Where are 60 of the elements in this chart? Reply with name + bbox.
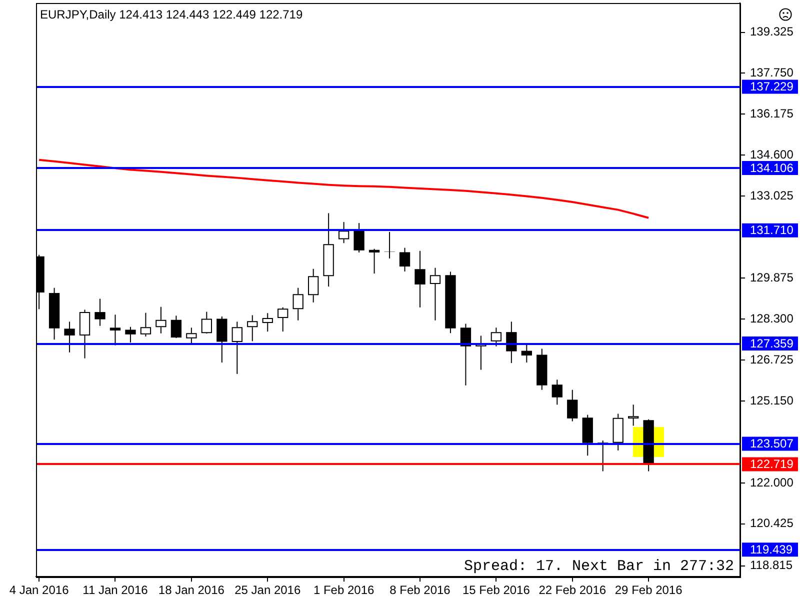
candlestick bbox=[156, 306, 166, 334]
candlestick bbox=[506, 321, 517, 364]
candlestick bbox=[567, 389, 578, 422]
y-tick-label: 137.750 bbox=[750, 66, 794, 80]
y-tick-label: 118.815 bbox=[750, 558, 793, 572]
candlestick bbox=[278, 306, 288, 332]
candlestick bbox=[232, 321, 242, 374]
ref-line-label: 127.359 bbox=[750, 336, 794, 350]
y-tick-label: 129.875 bbox=[750, 270, 794, 284]
candlestick bbox=[414, 250, 426, 308]
annotation: Spread: 17. Next Bar in 277:32 bbox=[464, 558, 734, 576]
candlestick bbox=[262, 312, 273, 332]
candlestick bbox=[368, 248, 380, 274]
candlestick bbox=[140, 312, 152, 337]
candlestick bbox=[216, 316, 228, 364]
y-tick-label: 134.600 bbox=[750, 147, 794, 162]
y-tick-label: 120.425 bbox=[750, 516, 794, 530]
candlestick bbox=[110, 314, 121, 346]
candlestick bbox=[79, 309, 90, 359]
candlestick bbox=[292, 287, 304, 321]
candlestick bbox=[552, 379, 562, 406]
x-tick-label: 8 Feb 2016 bbox=[390, 583, 451, 598]
ref-line-label: 137.229 bbox=[750, 80, 794, 94]
candlestick bbox=[247, 314, 258, 342]
candlestick bbox=[186, 327, 197, 346]
candlestick bbox=[338, 222, 350, 244]
x-tick-label: 29 Feb 2016 bbox=[614, 583, 683, 598]
candlestick bbox=[125, 326, 136, 343]
y-tick-label: 139.325 bbox=[750, 24, 794, 39]
y-tick-label: 128.300 bbox=[750, 311, 794, 326]
y-tick-label: 126.725 bbox=[750, 352, 794, 366]
x-tick-label: 18 Jan 2016 bbox=[158, 583, 225, 598]
x-tick-label: 1 Feb 2016 bbox=[313, 583, 374, 598]
y-tick-label: 133.025 bbox=[750, 188, 794, 202]
y-tick-label: 136.175 bbox=[750, 106, 794, 121]
x-tick-label: 11 Jan 2016 bbox=[82, 583, 148, 598]
ref-line-label: 119.439 bbox=[750, 542, 793, 556]
candlestick bbox=[384, 231, 395, 259]
ref-line-label: 123.507 bbox=[750, 436, 794, 451]
candlestick bbox=[308, 268, 319, 303]
ref-line-label: 134.106 bbox=[750, 160, 794, 175]
candlestick bbox=[354, 222, 364, 253]
candlestick bbox=[628, 404, 639, 426]
x-tick-label: 25 Jan 2016 bbox=[234, 583, 301, 598]
x-tick-label: 4 Jan 2016 bbox=[9, 583, 70, 598]
candlestick bbox=[399, 247, 410, 272]
ref-line-label: 131.710 bbox=[750, 223, 794, 238]
y-tick-label: 125.150 bbox=[750, 393, 794, 408]
candlestick bbox=[94, 298, 106, 326]
candlestick bbox=[521, 343, 532, 364]
candlestick bbox=[170, 315, 182, 339]
chart-title: EURJPY,Daily 124.413 124.443 122.449 122.719 bbox=[40, 7, 303, 22]
candlestick bbox=[490, 327, 502, 347]
candlestick bbox=[64, 321, 75, 353]
x-tick-label: 22 Feb 2016 bbox=[538, 583, 606, 598]
ref-line-label: 122.719 bbox=[750, 457, 794, 472]
candlestick bbox=[201, 311, 212, 334]
candlestick bbox=[430, 267, 441, 321]
x-tick-label: 15 Feb 2016 bbox=[462, 583, 530, 598]
y-tick-label: 122.000 bbox=[750, 475, 794, 490]
